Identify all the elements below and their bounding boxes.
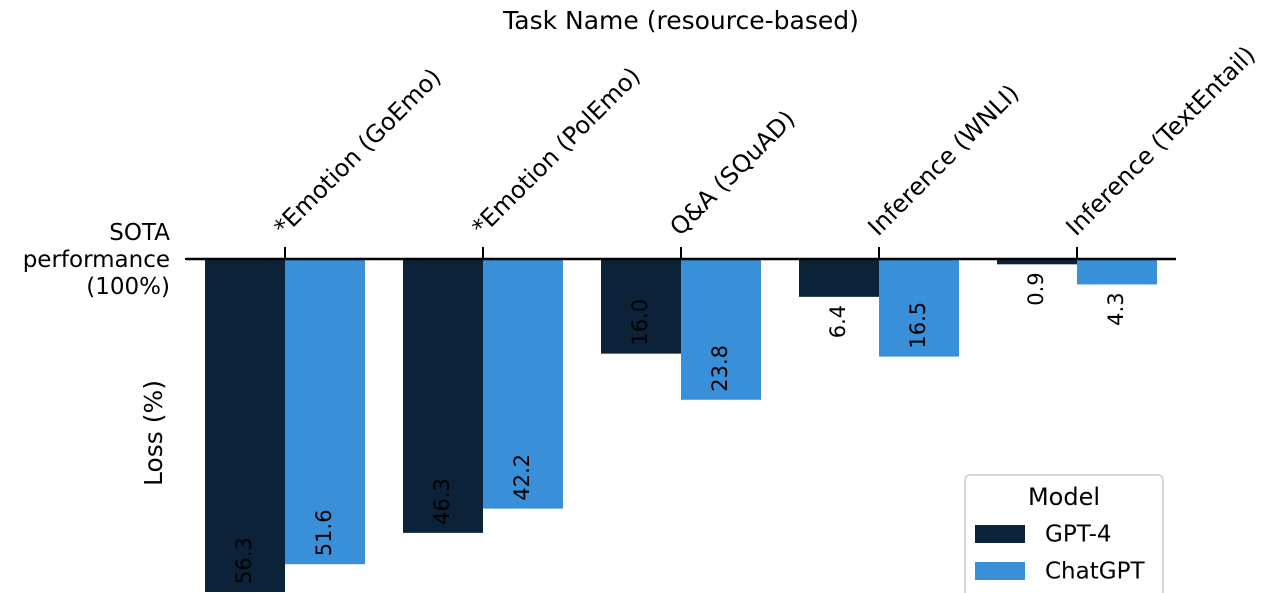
- bar: [285, 259, 365, 565]
- legend-swatch: [975, 562, 1025, 580]
- bar: [799, 259, 879, 297]
- value-label: 46.3: [430, 478, 454, 525]
- bar: [601, 259, 681, 354]
- value-label: 16.0: [628, 299, 652, 346]
- legend-title: Model: [1028, 483, 1100, 511]
- x-tick-label: Inference (WNLI): [862, 79, 1024, 241]
- bar: [403, 259, 483, 533]
- x-tick-label: Inference (TextEntail): [1060, 41, 1260, 241]
- bar: [997, 259, 1077, 265]
- bar: [205, 259, 285, 592]
- value-label: 0.9: [1024, 272, 1048, 305]
- bar: [681, 259, 761, 400]
- value-label: 23.8: [708, 345, 732, 392]
- value-label: 16.5: [906, 302, 930, 349]
- bar: [1077, 259, 1157, 285]
- bar: [483, 259, 563, 509]
- value-label: 6.4: [826, 305, 850, 338]
- value-label: 51.6: [312, 509, 336, 556]
- x-tick-label: Q&A (SQuAD): [664, 105, 800, 241]
- value-label: 56.3: [232, 537, 256, 584]
- bar: [879, 259, 959, 357]
- legend-swatch: [975, 525, 1025, 543]
- legend-label: ChatGPT: [1045, 559, 1145, 585]
- y-axis-title: Loss (%): [139, 380, 168, 486]
- x-tick-label: *Emotion (PolEmo): [466, 62, 645, 241]
- x-tick-label: *Emotion (GoEmo): [268, 63, 446, 241]
- value-label: 4.3: [1104, 292, 1128, 325]
- x-axis-title: Task Name (resource-based): [502, 6, 859, 35]
- value-label: 42.2: [510, 454, 534, 501]
- legend-label: GPT-4: [1045, 522, 1112, 548]
- y-tick-label: SOTA performance (100%): [22, 220, 170, 300]
